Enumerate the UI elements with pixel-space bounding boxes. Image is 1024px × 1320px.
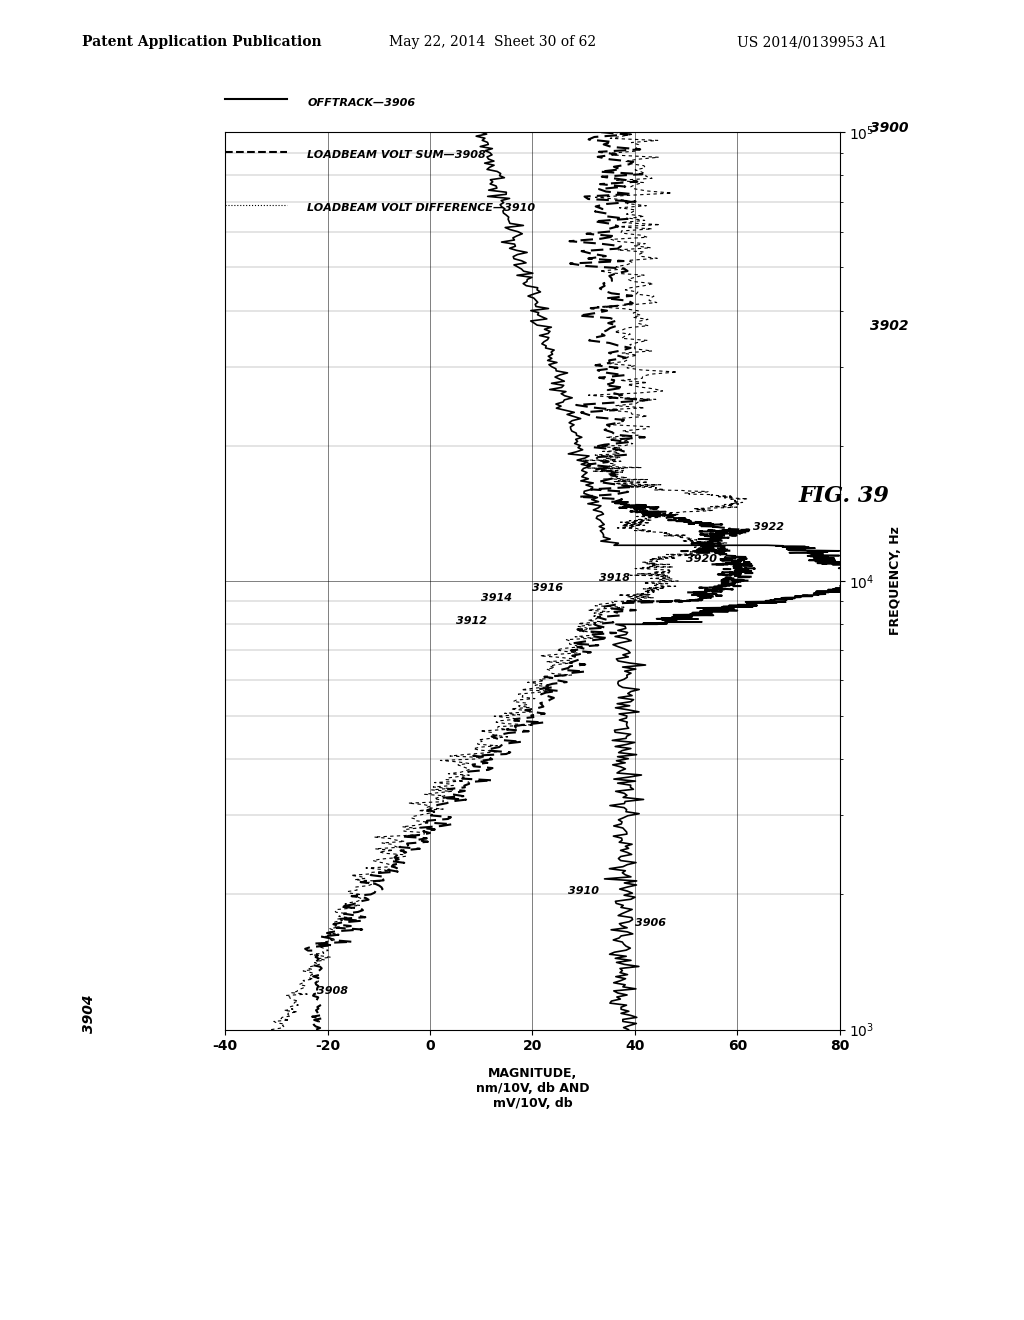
Text: 3918: 3918 <box>599 573 630 583</box>
Text: LOADBEAM VOLT DIFFERENCE—3910: LOADBEAM VOLT DIFFERENCE—3910 <box>307 203 536 214</box>
OFFTRACK—3906 <box>562 446 574 462</box>
LOADBEAM VOLT SUM—3908 <box>540 685 552 701</box>
Text: 3900: 3900 <box>870 121 909 135</box>
LOADBEAM VOLT DIFFERENCE—3910 <box>603 124 615 140</box>
LOADBEAM VOLT SUM—3908 <box>593 124 605 140</box>
Text: US 2014/0139953 A1: US 2014/0139953 A1 <box>737 36 888 49</box>
OFFTRACK—3906 <box>612 673 625 689</box>
LOADBEAM VOLT DIFFERENCE—3910 <box>636 521 648 537</box>
Text: FIG. 39: FIG. 39 <box>799 484 890 507</box>
OFFTRACK—3906 <box>623 1022 635 1038</box>
LOADBEAM VOLT DIFFERENCE—3910 <box>637 576 649 591</box>
LOADBEAM VOLT SUM—3908 <box>489 730 502 746</box>
OFFTRACK—3906 <box>802 548 814 564</box>
OFFTRACK—3906 <box>511 268 523 284</box>
LOADBEAM VOLT SUM—3908 <box>310 1022 323 1038</box>
Text: 3908: 3908 <box>317 986 348 997</box>
LOADBEAM VOLT SUM—3908 <box>614 495 627 511</box>
Text: 3910: 3910 <box>568 887 599 896</box>
OFFTRACK—3906 <box>650 611 663 627</box>
LOADBEAM VOLT DIFFERENCE—3910 <box>610 441 623 457</box>
Text: LOADBEAM VOLT SUM—3908: LOADBEAM VOLT SUM—3908 <box>307 150 486 161</box>
OFFTRACK—3906 <box>620 620 632 636</box>
Text: May 22, 2014  Sheet 30 of 62: May 22, 2014 Sheet 30 of 62 <box>389 36 596 49</box>
Text: 3920: 3920 <box>686 554 717 564</box>
Text: OFFTRACK—3906: OFFTRACK—3906 <box>307 98 416 108</box>
LOADBEAM VOLT DIFFERENCE—3910 <box>265 1022 278 1038</box>
Text: 3916: 3916 <box>532 583 563 593</box>
Text: 3922: 3922 <box>753 521 783 532</box>
Text: 3912: 3912 <box>456 616 486 626</box>
Text: 3902: 3902 <box>870 319 909 333</box>
LOADBEAM VOLT DIFFERENCE—3910 <box>698 502 711 517</box>
Text: 3914: 3914 <box>481 593 512 603</box>
LOADBEAM VOLT DIFFERENCE—3910 <box>550 668 562 684</box>
Line: LOADBEAM VOLT SUM—3908: LOADBEAM VOLT SUM—3908 <box>305 132 755 1030</box>
OFFTRACK—3906 <box>474 124 486 140</box>
Text: Patent Application Publication: Patent Application Publication <box>82 36 322 49</box>
Y-axis label: FREQUENCY, Hz: FREQUENCY, Hz <box>889 527 902 635</box>
Line: OFFTRACK—3906: OFFTRACK—3906 <box>476 132 894 1030</box>
X-axis label: MAGNITUDE,
nm/10V, db AND
mV/10V, db: MAGNITUDE, nm/10V, db AND mV/10V, db <box>476 1067 589 1110</box>
LOADBEAM VOLT SUM—3908 <box>716 524 728 540</box>
Text: 3904: 3904 <box>82 994 96 1032</box>
Line: LOADBEAM VOLT DIFFERENCE—3910: LOADBEAM VOLT DIFFERENCE—3910 <box>271 132 749 1030</box>
LOADBEAM VOLT SUM—3908 <box>565 643 578 659</box>
LOADBEAM VOLT DIFFERENCE—3910 <box>397 824 410 840</box>
LOADBEAM VOLT SUM—3908 <box>627 296 639 312</box>
Text: 3906: 3906 <box>635 919 666 928</box>
